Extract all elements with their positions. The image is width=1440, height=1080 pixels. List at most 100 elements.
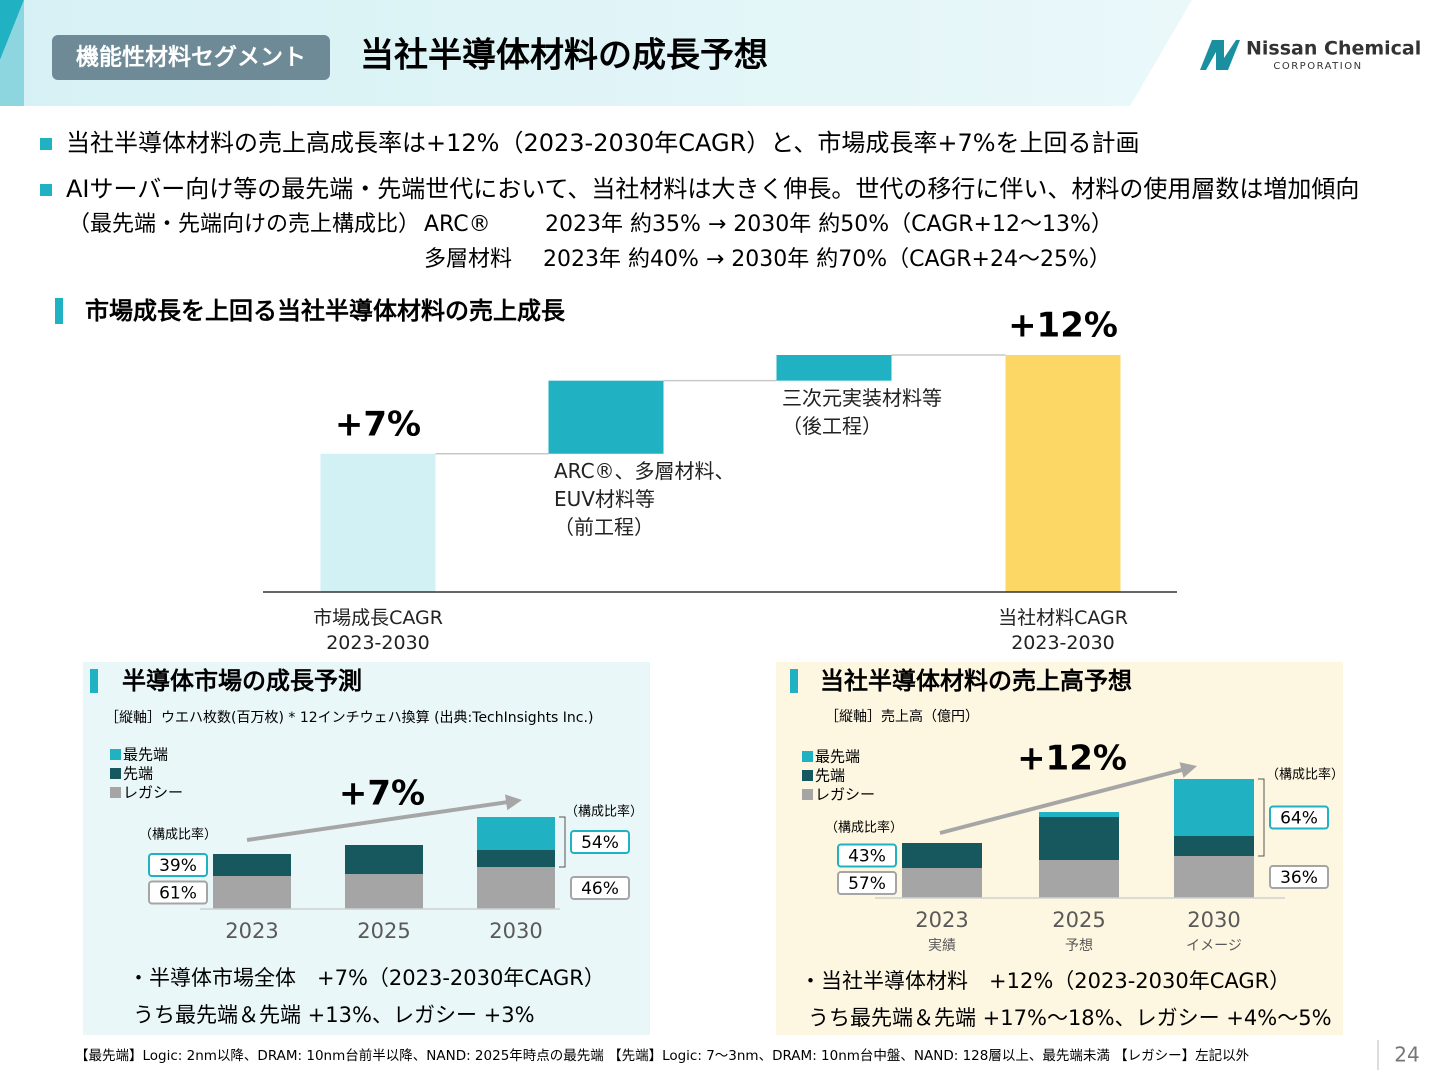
ratio-title: （構成比率） — [1266, 767, 1344, 783]
detail-text: 2023年 約40% → 2030年 約70%（CAGR+24～25%） — [543, 247, 1111, 272]
bar-segment — [477, 850, 555, 867]
legend-label: 先端 — [123, 765, 153, 783]
annotation: ARC®、多層材料、 EUV材料等 （前工程） — [554, 458, 735, 539]
chart-title: 当社半導体材料の売上高予想 — [820, 667, 1132, 695]
x-tick-label: 2025 — [357, 919, 410, 943]
bracket — [559, 816, 566, 868]
trend-arrow — [246, 799, 511, 842]
bar-segment — [1039, 860, 1119, 898]
bar — [1005, 355, 1121, 592]
bar-segment — [213, 854, 291, 876]
chart-subtitle: ［縦軸］売上高（億円） — [825, 708, 979, 725]
value-label: +7% — [335, 404, 421, 444]
ratio-box — [570, 830, 630, 854]
legend-label: 最先端 — [815, 748, 860, 766]
legend-swatch — [110, 787, 121, 798]
legend-swatch — [110, 768, 121, 779]
ratio-box — [148, 853, 208, 877]
x-tick-note: 予想 — [1065, 938, 1093, 954]
x-tick-label: 2023 — [915, 908, 968, 932]
ratio-label: 64% — [1280, 809, 1318, 829]
bar — [548, 380, 664, 454]
detail-text: 2023年 約35% → 2030年 約50%（CAGR+12～13%） — [545, 212, 1113, 237]
annotation: 三次元実装材料等 （後工程） — [782, 385, 942, 438]
ratio-label: 43% — [848, 847, 886, 867]
ratio-box — [837, 843, 897, 868]
logo-mark — [1200, 40, 1240, 70]
logo-text: Nissan Chemical — [1246, 38, 1421, 60]
bar-segment — [1039, 812, 1119, 817]
legend-label: 先端 — [815, 767, 845, 785]
bar-segment — [1174, 856, 1254, 898]
chart-note: ・半導体市場全体 +7%（2023-2030年CAGR） — [128, 966, 605, 990]
section-marker — [90, 669, 98, 693]
detail-item: 多層材料 — [424, 247, 512, 272]
legend-swatch — [802, 789, 813, 800]
ratio-title: （構成比率） — [565, 804, 643, 820]
growth-label: +7% — [339, 774, 425, 814]
bullet-mark — [40, 138, 52, 150]
ratio-box — [148, 880, 208, 905]
ratio-box — [837, 871, 897, 895]
value-label: +12% — [1008, 306, 1118, 346]
bullet-mark — [40, 184, 52, 196]
bar-segment — [345, 845, 423, 874]
legend-swatch — [802, 770, 813, 781]
chart-note: ・当社半導体材料 +12%（2023-2030年CAGR） — [800, 969, 1290, 993]
legend-label: レガシー — [123, 784, 183, 802]
tag: 機能性材料セグメント — [76, 44, 306, 71]
bracket — [1258, 778, 1265, 857]
bar-segment — [1174, 779, 1254, 836]
page-number: 24 — [1394, 1043, 1419, 1067]
bar-segment — [345, 874, 423, 909]
slide-title: 当社半導体材料の成長予想 — [360, 36, 768, 76]
ratio-box — [1269, 865, 1329, 889]
ratio-title: （構成比率） — [825, 820, 903, 836]
trend-arrowhead — [1179, 762, 1197, 778]
header-accent — [0, 0, 24, 106]
x-tick-label: 2030 — [1187, 908, 1240, 932]
section-title: 市場成長を上回る当社半導体材料の売上成長 — [85, 297, 566, 325]
legend-swatch — [802, 751, 813, 762]
bar-segment — [902, 843, 982, 868]
logo-sub: CORPORATION — [1273, 61, 1362, 72]
x-tick-note: 実績 — [928, 938, 956, 954]
chart-subtitle: ［縦軸］ウエハ枚数(百万枚) * 12インチウェハ換算 (出典:TechInsi… — [105, 710, 593, 726]
bar-segment — [1174, 836, 1254, 856]
bar-segment — [477, 817, 555, 850]
ratio-label: 39% — [159, 856, 197, 876]
ratio-box — [570, 876, 630, 900]
bar — [776, 355, 892, 381]
legend-label: 最先端 — [123, 746, 168, 764]
tag-box — [52, 35, 330, 80]
ratio-label: 46% — [581, 879, 619, 899]
bar — [320, 453, 436, 592]
ratio-label: 54% — [581, 833, 619, 853]
trend-arrowhead — [505, 794, 522, 811]
bar-segment — [213, 876, 291, 909]
ratio-label: 36% — [1280, 868, 1318, 888]
ratio-label: 61% — [159, 884, 197, 904]
bullet: AIサーバー向け等の最先端・先端世代において、当社材料は大きく伸長。世代の移行に… — [66, 175, 1359, 203]
x-tick-note: イメージ — [1186, 938, 1242, 954]
chart-note: うち最先端＆先端 +17%～18%、レガシー +4%～5% — [808, 1006, 1332, 1030]
section-marker — [55, 298, 63, 324]
bar-segment — [477, 867, 555, 909]
detail-label: （最先端・先端向けの売上構成比） — [68, 212, 420, 237]
chart-title: 半導体市場の成長予測 — [122, 667, 362, 695]
legend-label: レガシー — [815, 786, 875, 804]
ratio-box — [1269, 805, 1329, 830]
bar-segment — [902, 868, 982, 898]
category-label: 当社材料CAGR 2023-2030 — [998, 607, 1128, 654]
ratio-label: 57% — [848, 874, 886, 894]
growth-label: +12% — [1017, 739, 1127, 779]
chart-note: うち最先端＆先端 +13%、レガシー +3% — [133, 1003, 535, 1027]
x-tick-label: 2023 — [225, 919, 278, 943]
x-tick-label: 2025 — [1052, 908, 1105, 932]
x-tick-label: 2030 — [489, 919, 542, 943]
detail-item: ARC® — [424, 212, 491, 237]
ratio-title: （構成比率） — [139, 827, 217, 843]
bullet: 当社半導体材料の売上高成長率は+12%（2023-2030年CAGR）と、市場成… — [66, 129, 1140, 157]
